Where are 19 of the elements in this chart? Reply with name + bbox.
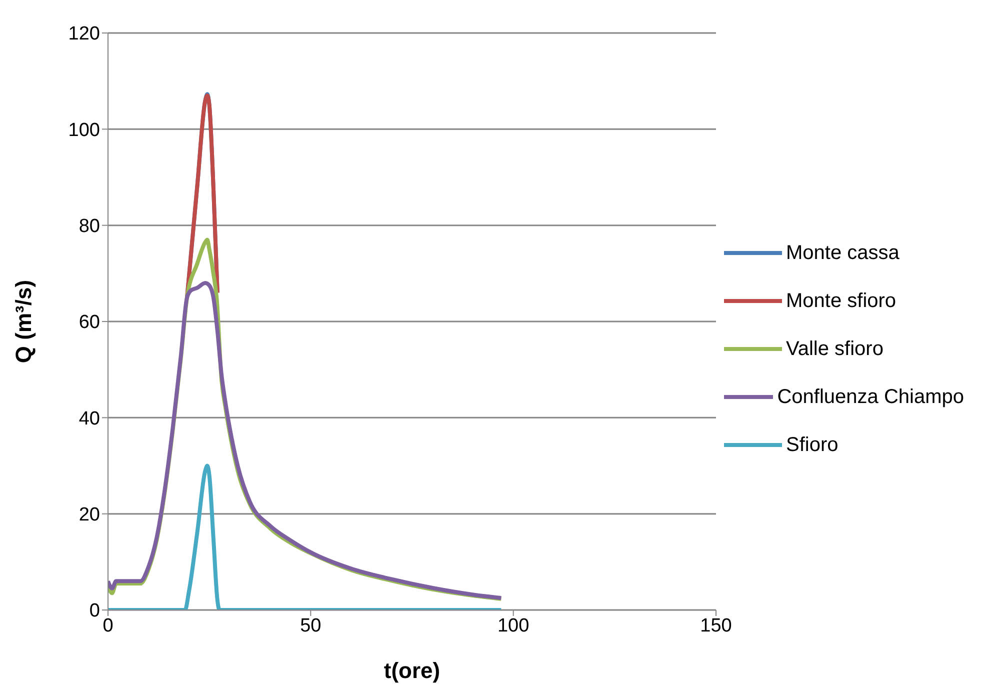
y-tick-label: 80 xyxy=(78,216,100,238)
legend-label: Monte sfioro xyxy=(786,289,896,314)
x-tick-label: 0 xyxy=(102,615,114,636)
x-tick-label: 150 xyxy=(700,615,732,636)
line-series xyxy=(108,464,504,610)
x-axis-title: t(ore) xyxy=(384,658,440,683)
x-tick-label: 100 xyxy=(497,615,530,636)
y-tick-label: 120 xyxy=(68,24,100,45)
legend-label: Confluenza Chiampo xyxy=(777,385,964,410)
y-tick-label: 20 xyxy=(78,504,100,526)
y-tick-label: 40 xyxy=(78,408,100,430)
legend-label: Sfioro xyxy=(786,433,838,458)
x-tick-label: 50 xyxy=(300,615,322,636)
legend-label: Monte cassa xyxy=(786,241,900,266)
y-tick-label: 100 xyxy=(68,120,100,141)
y-tick-label: 0 xyxy=(89,600,100,622)
y-tick-label: 60 xyxy=(78,312,100,334)
y-axis-title: Q (m³/s) xyxy=(10,280,36,364)
legend-label: Valle sfioro xyxy=(786,337,884,362)
